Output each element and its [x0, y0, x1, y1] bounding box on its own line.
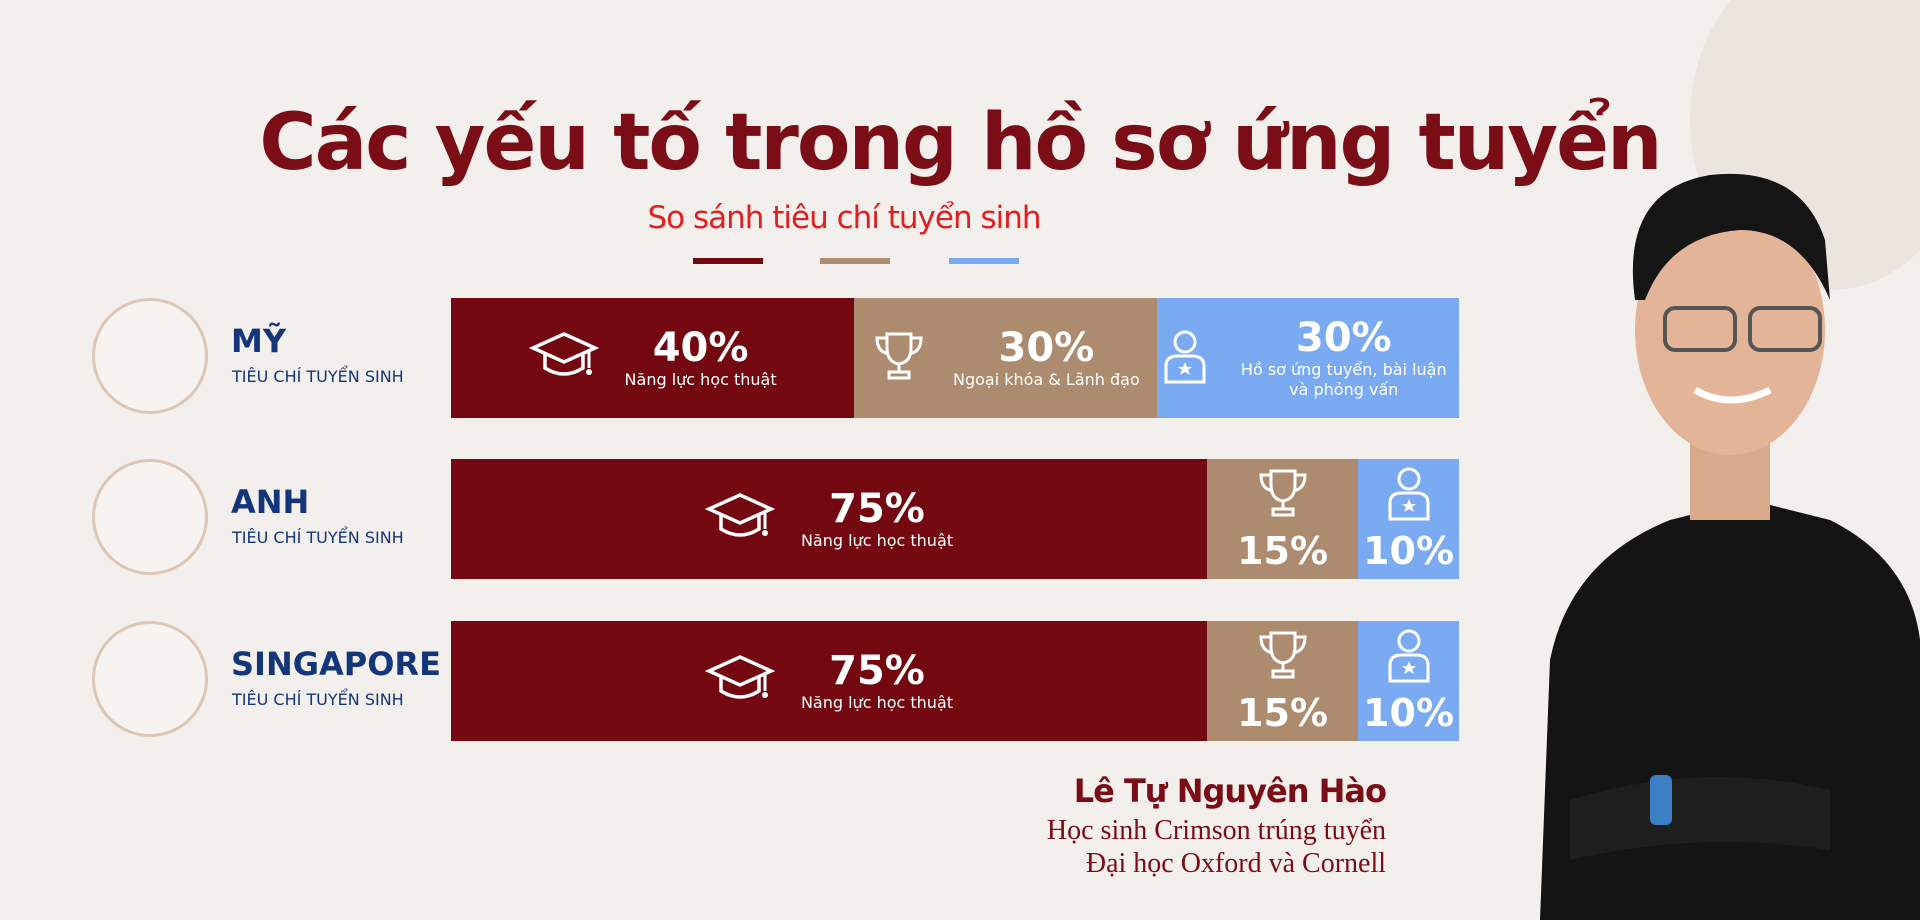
- segment-text: 75% Năng lực học thuật: [801, 487, 953, 551]
- segment-icon: [704, 489, 776, 549]
- bar-row: 75% Năng lực học thuật 15% 10%: [451, 621, 1459, 741]
- caption-line: Đại học Oxford và Cornell: [1085, 848, 1386, 879]
- bar-segment: 40% Năng lực học thuật: [451, 298, 855, 418]
- segment-icon: [871, 328, 927, 388]
- country-name: ANH: [231, 483, 310, 521]
- segment-label: Hồ sơ ứng tuyển, bài luận và phỏng vấn: [1240, 360, 1447, 399]
- bar-row: 75% Năng lực học thuật 15% 10%: [451, 459, 1459, 579]
- segment-label: Năng lực học thuật: [800, 693, 954, 712]
- subtitle: So sánh tiêu chí tuyển sinh: [647, 200, 1041, 236]
- bar-segment: 10%: [1358, 621, 1459, 741]
- segment-text: 10%: [1363, 691, 1454, 735]
- value-label: 15%: [1237, 529, 1329, 573]
- caption-line: Học sinh Crimson trúng tuyển: [1046, 815, 1386, 846]
- value-label: 75%: [829, 486, 925, 532]
- segment-text: 75% Năng lực học thuật: [801, 649, 953, 713]
- value-label: 10%: [1363, 691, 1455, 735]
- value-label: 40%: [652, 325, 749, 371]
- country-subtitle: TIÊU CHÍ TUYỂN SINH: [232, 528, 404, 547]
- bar-segment: 75% Năng lực học thuật: [451, 621, 1207, 741]
- bar-segment: 15%: [1207, 459, 1359, 579]
- segment-text: 10%: [1363, 529, 1454, 573]
- bar-segment: 30% Hồ sơ ứng tuyển, bài luận và phỏng vấ…: [1156, 298, 1459, 418]
- country-icon: [92, 459, 208, 575]
- value-label: 75%: [829, 648, 925, 694]
- legend-swatch: [693, 258, 763, 264]
- segment-text: 15%: [1237, 529, 1328, 573]
- segment-icon: [1386, 627, 1432, 687]
- legend-swatch: [820, 258, 890, 264]
- bar-segment: 10%: [1358, 459, 1459, 579]
- bar-segment: 75% Năng lực học thuật: [451, 459, 1207, 579]
- title: Các yếu tố trong hồ sơ ứng tuyển: [259, 98, 1662, 188]
- segment-label: Ngoại khóa & Lãnh đạo: [953, 370, 1140, 389]
- segment-icon: [1255, 627, 1311, 687]
- segment-icon: [1162, 328, 1208, 388]
- bar-segment: 30% Ngoại khóa & Lãnh đạo: [854, 298, 1157, 418]
- segment-text: 15%: [1237, 691, 1328, 735]
- segment-label: Năng lực học thuật: [800, 531, 954, 550]
- country-icon: [92, 298, 208, 414]
- segment-text: 30% Hồ sơ ứng tuyển, bài luận và phỏng vấ…: [1234, 316, 1454, 400]
- value-label: 15%: [1237, 691, 1329, 735]
- country-subtitle: TIÊU CHÍ TUYỂN SINH: [232, 690, 404, 709]
- segment-text: 30% Ngoại khóa & Lãnh đạo: [953, 326, 1140, 390]
- bar-segment: 15%: [1207, 621, 1359, 741]
- caption-name: Lê Tự Nguyên Hào: [1073, 772, 1387, 810]
- value-label: 30%: [1295, 315, 1392, 361]
- segment-icon: [1386, 465, 1432, 525]
- segment-label: Năng lực học thuật: [624, 370, 777, 389]
- country-name: MỸ: [231, 322, 287, 360]
- value-label: 30%: [998, 325, 1095, 371]
- segment-icon: [704, 651, 776, 711]
- country-icon: [92, 621, 208, 737]
- value-label: 10%: [1363, 529, 1455, 573]
- legend-swatch: [949, 258, 1019, 264]
- country-name: SINGAPORE: [231, 645, 441, 683]
- segment-text: 40% Năng lực học thuật: [625, 326, 777, 390]
- country-subtitle: TIÊU CHÍ TUYỂN SINH: [232, 367, 404, 386]
- bar-row: 40% Năng lực học thuật 30% Ngoại khóa & Lãn…: [451, 298, 1459, 418]
- segment-icon: [528, 328, 599, 388]
- segment-icon: [1255, 465, 1311, 525]
- student-photo: [1540, 0, 1920, 920]
